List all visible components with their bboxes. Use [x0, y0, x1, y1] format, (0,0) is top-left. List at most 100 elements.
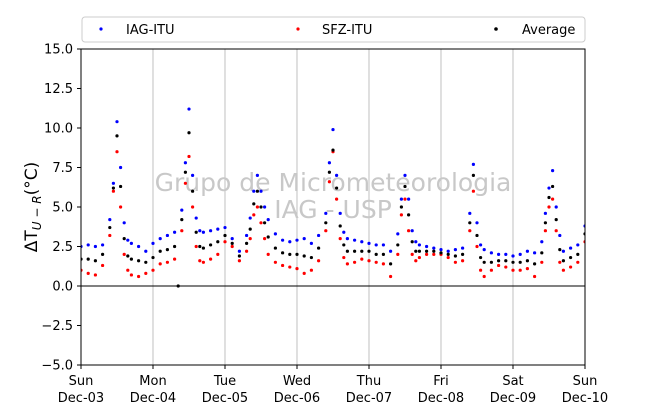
data-point: [327, 161, 331, 165]
data-point: [259, 189, 263, 193]
data-point: [342, 243, 346, 247]
data-point: [194, 216, 198, 220]
y-tick-label: 7.5: [52, 161, 73, 176]
data-point: [367, 259, 371, 263]
data-point: [425, 249, 429, 253]
data-point: [223, 225, 227, 230]
x-tick-label-day: Sun: [69, 374, 94, 389]
data-point: [223, 233, 227, 238]
data-point: [173, 244, 177, 249]
data-point: [504, 252, 508, 256]
data-point: [187, 131, 191, 135]
data-point: [122, 237, 126, 241]
data-point: [183, 181, 187, 185]
data-point: [453, 260, 457, 264]
data-point: [183, 170, 187, 174]
data-point: [489, 251, 493, 255]
data-point: [471, 173, 475, 177]
data-point: [551, 184, 555, 189]
data-point: [288, 265, 292, 269]
data-point: [151, 255, 155, 260]
data-point: [252, 202, 256, 206]
data-point: [119, 205, 123, 209]
data-point: [396, 252, 400, 256]
data-point: [129, 241, 133, 245]
data-point: [198, 244, 202, 249]
data-point: [576, 252, 580, 256]
data-point: [518, 252, 522, 256]
data-point: [511, 254, 515, 258]
data-point: [518, 260, 522, 264]
data-point: [432, 252, 436, 256]
data-point: [360, 249, 364, 253]
data-point: [111, 186, 115, 190]
data-point: [576, 260, 580, 264]
data-point: [165, 248, 169, 252]
y-tick-label: 2.5: [52, 240, 73, 255]
data-point: [353, 249, 357, 253]
x-tick-label-day: Tue: [213, 374, 236, 389]
data-point: [540, 240, 544, 244]
data-point: [266, 218, 270, 222]
data-point: [525, 267, 530, 271]
data-point: [561, 268, 566, 272]
data-point: [547, 195, 551, 200]
x-tick-label-date: Dec-10: [562, 391, 608, 406]
data-point: [407, 197, 411, 201]
data-point: [446, 252, 450, 256]
data-point: [111, 181, 115, 185]
data-point: [554, 229, 558, 233]
data-point: [335, 197, 339, 201]
data-point: [479, 243, 483, 247]
data-point: [471, 162, 475, 166]
data-point: [338, 237, 342, 241]
data-point: [410, 240, 414, 244]
data-point: [324, 229, 328, 233]
data-point: [183, 161, 187, 165]
data-point: [248, 237, 252, 241]
data-point: [374, 252, 378, 256]
data-point: [302, 254, 306, 258]
data-point: [381, 243, 385, 247]
data-point: [173, 257, 177, 261]
data-point: [129, 257, 133, 261]
data-point: [353, 238, 357, 242]
data-point: [237, 259, 241, 263]
x-tick-label-day: Sat: [502, 374, 523, 389]
data-point: [410, 229, 414, 233]
data-point: [263, 221, 267, 225]
data-point: [511, 260, 515, 264]
y-axis-label: ΔTU − R(°C): [22, 162, 44, 252]
y-tick-label: 0.0: [52, 280, 73, 295]
data-point: [223, 240, 227, 244]
data-point: [446, 249, 450, 253]
series-average: [81, 131, 585, 288]
data-point: [432, 249, 436, 253]
data-point: [468, 221, 472, 225]
data-point: [115, 150, 119, 154]
data-point: [554, 205, 558, 209]
data-point: [410, 252, 414, 256]
y-axis-label-unit: (°C): [22, 162, 42, 196]
data-point: [158, 249, 162, 253]
series-sfz-itu: [81, 150, 585, 279]
data-point: [360, 257, 364, 261]
data-point: [273, 246, 277, 250]
data-point: [273, 260, 277, 264]
data-point: [446, 255, 450, 260]
data-point: [198, 259, 202, 263]
data-point: [108, 233, 112, 238]
data-point: [230, 244, 234, 249]
data-point: [479, 255, 483, 260]
x-tick-label-date: Dec-09: [490, 391, 536, 406]
data-point: [180, 208, 184, 212]
data-point: [176, 284, 180, 288]
data-point: [338, 224, 342, 228]
data-point: [216, 227, 220, 231]
data-point: [115, 134, 119, 138]
data-point: [525, 249, 530, 253]
data-point: [374, 260, 378, 264]
data-point: [201, 260, 205, 264]
data-point: [561, 249, 566, 253]
data-point: [165, 260, 169, 264]
